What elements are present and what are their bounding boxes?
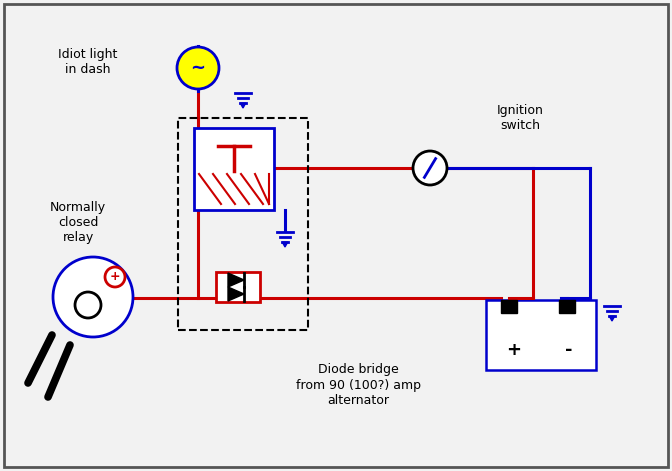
Bar — [194, 128, 274, 210]
Text: Ignition
switch: Ignition switch — [497, 104, 544, 132]
Bar — [216, 272, 260, 302]
Text: Idiot light
in dash: Idiot light in dash — [58, 48, 118, 76]
Bar — [486, 300, 596, 370]
Circle shape — [75, 292, 101, 318]
Circle shape — [105, 267, 125, 287]
Polygon shape — [610, 316, 615, 321]
Text: Diode bridge
from 90 (100?) amp
alternator: Diode bridge from 90 (100?) amp alternat… — [296, 364, 421, 406]
Circle shape — [177, 47, 219, 89]
Circle shape — [53, 257, 133, 337]
Bar — [559, 300, 575, 313]
Circle shape — [413, 151, 447, 185]
Text: +: + — [507, 341, 521, 359]
Text: +: + — [110, 270, 120, 284]
Text: -: - — [565, 341, 573, 359]
Polygon shape — [241, 103, 246, 108]
Bar — [178, 118, 308, 330]
Text: Normally
closed
relay: Normally closed relay — [50, 201, 106, 244]
Polygon shape — [228, 287, 244, 301]
Text: ~: ~ — [190, 59, 206, 77]
Polygon shape — [282, 242, 288, 247]
Bar — [501, 300, 517, 313]
Polygon shape — [228, 273, 244, 287]
